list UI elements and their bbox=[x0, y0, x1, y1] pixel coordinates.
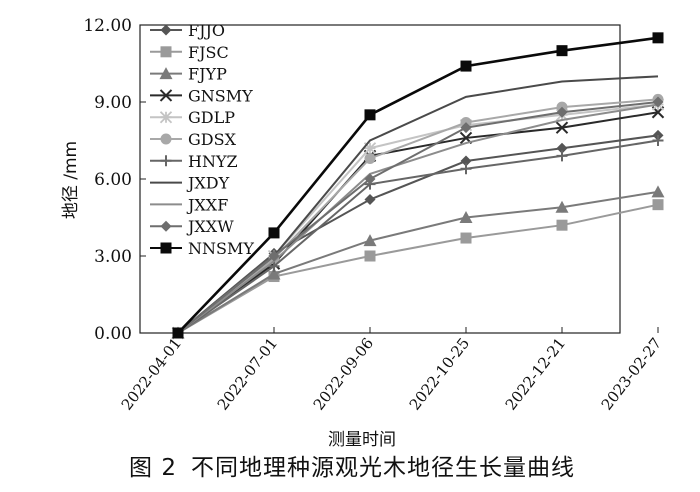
x-tick-label: 2022-09-06 bbox=[310, 334, 377, 413]
legend-label-jxdy: JXDY bbox=[186, 174, 230, 193]
y-tick-label: 0.00 bbox=[94, 324, 132, 344]
legend-label-gdsx: GDSX bbox=[188, 130, 237, 149]
data-point-fjyp bbox=[651, 185, 665, 198]
data-point-hnyz bbox=[268, 260, 280, 272]
legend-label-jxxf: JXXF bbox=[186, 195, 228, 214]
data-point-hnyz bbox=[556, 150, 568, 162]
x-tick-label: 2022-10-25 bbox=[406, 334, 473, 413]
data-point-fjyp bbox=[363, 234, 377, 247]
data-point-nnsmy bbox=[364, 109, 376, 121]
figure-caption: 图 2 不同地理种源观光木地径生长量曲线 bbox=[0, 448, 700, 482]
data-point-fjyp bbox=[459, 211, 473, 223]
legend-label-jxxw: JXXW bbox=[186, 217, 234, 236]
data-point-jxxw bbox=[460, 122, 472, 134]
legend-marker-nnsmy bbox=[160, 242, 172, 254]
legend-marker-fjsc bbox=[160, 46, 172, 58]
legend-label-fjyp: FJYP bbox=[188, 65, 227, 84]
y-tick-label: 12.00 bbox=[83, 16, 132, 36]
y-tick-label: 9.00 bbox=[94, 93, 132, 113]
series-line-fjyp bbox=[177, 190, 659, 334]
data-point-fjsc bbox=[460, 232, 472, 244]
x-tick-label: 2023-02-27 bbox=[598, 334, 665, 413]
data-point-hnyz bbox=[460, 163, 472, 175]
legend-label-hnyz: HNYZ bbox=[188, 152, 238, 171]
x-tick-label: 2022-07-01 bbox=[214, 334, 281, 413]
data-point-nnsmy bbox=[172, 327, 184, 339]
series-line-jxxf bbox=[177, 103, 659, 334]
y-tick-label: 6.00 bbox=[94, 170, 132, 190]
series-line-fjsc bbox=[177, 203, 659, 334]
legend-label-gdlp: GDLP bbox=[188, 108, 235, 127]
x-axis-label: 测量时间 bbox=[328, 430, 396, 448]
legend-marker-fjyp bbox=[159, 67, 173, 80]
data-point-fjyp bbox=[267, 267, 281, 280]
series-line-gnsmy bbox=[177, 111, 659, 334]
data-point-fjjo bbox=[364, 194, 376, 206]
x-tick-label: 2022-04-01 bbox=[118, 334, 185, 413]
series-line-jxxw bbox=[177, 101, 659, 334]
legend-label-fjjo: FJJO bbox=[188, 21, 225, 40]
data-point-nnsmy bbox=[556, 45, 568, 57]
legend-marker-jxxw bbox=[160, 220, 172, 232]
data-point-gdsx bbox=[364, 152, 376, 164]
data-point-fjsc bbox=[652, 199, 664, 211]
data-point-fjjo bbox=[460, 155, 472, 167]
legend-label-nnsmy: NNSMY bbox=[188, 239, 254, 258]
legend-marker-hnyz bbox=[160, 155, 172, 167]
series-line-fjjo bbox=[177, 134, 659, 334]
series-line-gdsx bbox=[177, 98, 659, 334]
line-chart: 0.00 3.00 6.00 9.00 12.00 2022-04-01 2022-07-0… bbox=[61, 16, 665, 448]
legend-marker-gnsmy bbox=[159, 89, 173, 102]
x-tick-label: 2022-12-21 bbox=[502, 334, 569, 413]
data-point-jxxw bbox=[556, 106, 568, 118]
series-line-jxdy bbox=[177, 75, 659, 334]
figure-caption-text: 不同地理种源观光木地径生长量曲线 bbox=[190, 455, 575, 481]
data-point-fjjo bbox=[556, 142, 568, 154]
data-point-nnsmy bbox=[268, 227, 280, 239]
data-point-jxxw bbox=[364, 173, 376, 185]
data-point-jxxw bbox=[652, 96, 664, 108]
series-line-gdlp bbox=[177, 103, 659, 334]
data-point-hnyz bbox=[652, 135, 664, 146]
data-point-gnsmy bbox=[555, 121, 569, 134]
y-tick-label: 3.00 bbox=[94, 247, 132, 267]
legend-marker-gdsx bbox=[160, 133, 172, 145]
legend-label-gnsmy: GNSMY bbox=[188, 86, 253, 105]
legend-marker-gdlp bbox=[159, 111, 173, 124]
data-point-fjsc bbox=[556, 219, 568, 231]
figure-label: 图 2 bbox=[129, 455, 177, 481]
legend-label-fjsc: FJSC bbox=[188, 43, 229, 62]
series-line-nnsmy bbox=[177, 36, 659, 334]
legend-marker-fjjo bbox=[160, 24, 172, 36]
series-line-hnyz bbox=[177, 139, 659, 334]
data-point-nnsmy bbox=[652, 32, 664, 44]
y-axis-label: 地径 /mm bbox=[61, 141, 81, 219]
data-point-nnsmy bbox=[460, 60, 472, 72]
data-point-fjyp bbox=[555, 200, 569, 213]
data-point-gdlp bbox=[363, 142, 377, 155]
data-point-fjsc bbox=[364, 250, 376, 262]
data-point-jxxw bbox=[268, 250, 280, 262]
